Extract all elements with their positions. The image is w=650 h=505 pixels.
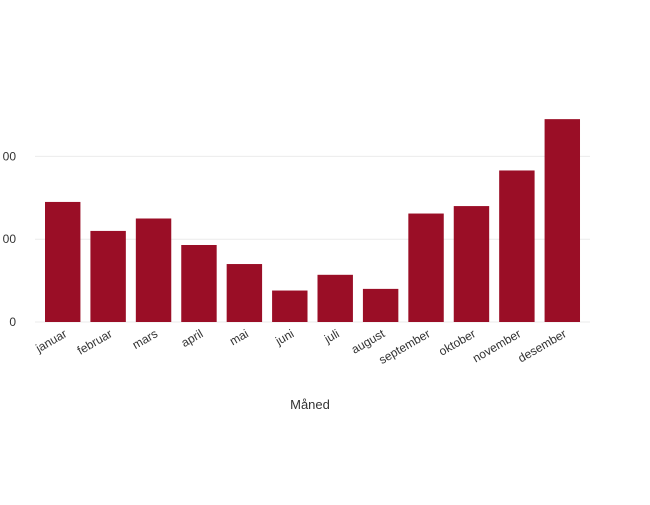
- bar-april[interactable]: [181, 244, 217, 322]
- x-tick-label-februar: februar: [75, 326, 115, 357]
- bar-mai[interactable]: [226, 264, 263, 322]
- x-tick-label-juli: juli: [321, 326, 342, 346]
- bar-september[interactable]: [408, 213, 444, 322]
- bar-oktober[interactable]: [453, 206, 490, 322]
- y-tick-label: 0: [9, 315, 16, 329]
- bar-desember[interactable]: [544, 119, 581, 322]
- x-tick-label-mars: mars: [130, 326, 160, 351]
- x-tick-label-januar: januar: [32, 326, 69, 355]
- x-tick-label-desember: desember: [516, 326, 569, 365]
- y-tick-label: 00: [3, 149, 17, 163]
- x-tick-label-juni: juni: [272, 326, 296, 348]
- x-axis-title: Måned: [290, 397, 330, 412]
- bar-november[interactable]: [499, 170, 535, 322]
- x-tick-label-mai: mai: [227, 326, 251, 348]
- x-axis: januar februar mars april mai juni juli augusts…: [32, 326, 568, 367]
- bar-juni[interactable]: [272, 290, 308, 322]
- bar-februar[interactable]: [90, 230, 126, 322]
- y-tick-label: 00: [3, 232, 17, 246]
- bar-august[interactable]: [362, 288, 399, 322]
- bar-mars[interactable]: [135, 218, 172, 323]
- bar-layer: [45, 119, 581, 323]
- bar-januar[interactable]: [45, 201, 81, 322]
- bar-juli[interactable]: [317, 274, 353, 322]
- x-tick-label-september: september: [376, 326, 432, 366]
- grid-layer: [35, 155, 590, 323]
- x-tick-label-april: april: [179, 326, 206, 349]
- x-tick-label-november: november: [470, 326, 523, 365]
